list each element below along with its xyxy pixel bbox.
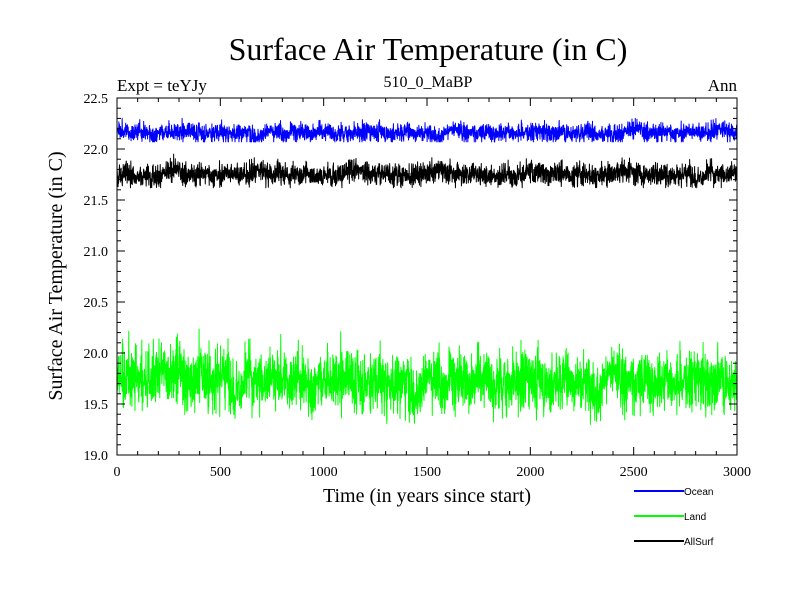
series-line-land [116,328,738,425]
series-line-ocean [116,117,738,143]
y-tick-label: 22.0 [84,143,109,158]
legend-label-allsurf: AllSurf [684,537,714,548]
chart-subtitle: 510_0_MaBP [384,74,473,91]
y-tick-label: 21.0 [84,245,109,260]
x-tick-label: 0 [114,465,121,480]
y-tick-label: 19.5 [84,398,109,413]
x-axis-label: Time (in years since start) [323,485,531,507]
y-tick-label: 22.5 [84,92,109,107]
legend-label-ocean: Ocean [684,487,713,498]
y-tick-label: 21.5 [84,194,109,209]
series-line-allsurf [116,153,738,189]
y-tick-label: 19.0 [84,449,109,464]
y-tick-label: 20.0 [84,347,109,362]
chart-title: Surface Air Temperature (in C) [229,31,628,67]
experiment-label: Expt = teYJy [117,76,207,95]
y-tick-label: 20.5 [84,296,109,311]
x-tick-label: 500 [210,465,231,480]
axis-ticks: 0 500 1000 1500 2000 2500 3000 19.0 19.5 20.0 20.5… [84,92,752,480]
y-axis-label: Surface Air Temperature (in C) [45,151,67,400]
x-tick-label: 3000 [723,465,751,480]
series-layer [116,117,738,425]
x-tick-label: 2000 [516,465,544,480]
x-tick-label: 1500 [413,465,441,480]
x-tick-label: 1000 [310,465,338,480]
season-label: Ann [708,76,738,95]
legend: Ocean Land AllSurf [634,487,714,548]
x-tick-label: 2500 [620,465,648,480]
legend-label-land: Land [684,512,706,523]
